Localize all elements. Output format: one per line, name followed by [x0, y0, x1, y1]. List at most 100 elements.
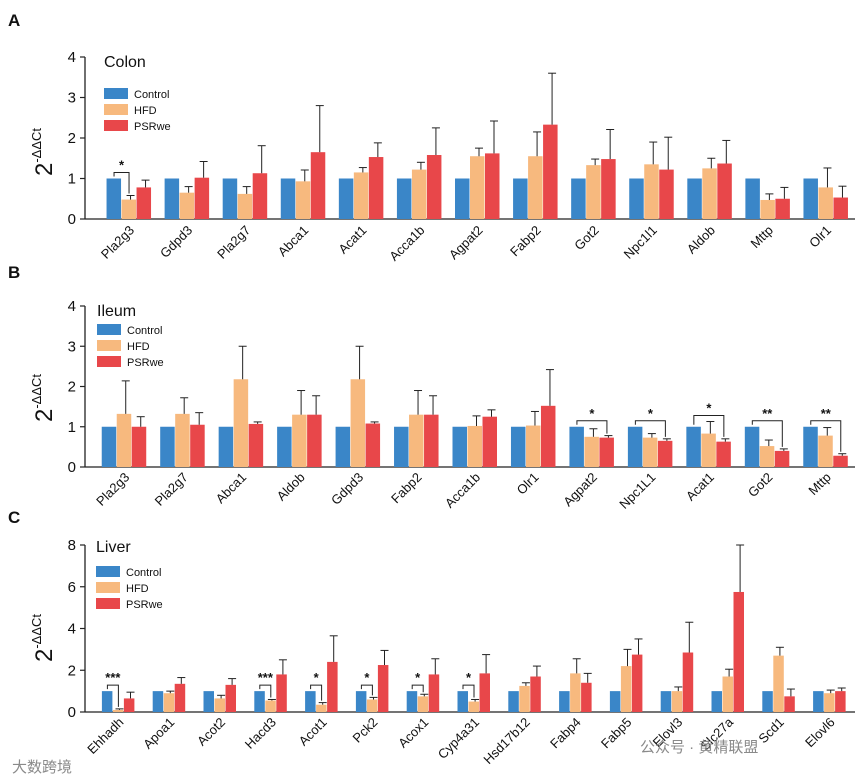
x-tick-label: Gdpd3	[157, 223, 195, 261]
x-tick-label: Fabp4	[547, 715, 584, 752]
y-label-base: 2	[31, 649, 58, 662]
legend-label: HFD	[126, 583, 149, 595]
legend-swatch	[96, 598, 120, 609]
bar	[327, 661, 338, 712]
bar	[218, 426, 234, 467]
x-tick-label: Npc1l1	[621, 223, 660, 262]
x-tick-label: Aldob	[684, 223, 718, 257]
significance-bracket	[259, 684, 272, 698]
bar	[136, 187, 152, 219]
bar	[101, 691, 113, 712]
bar	[305, 691, 316, 712]
bar	[601, 159, 616, 219]
significance-label: **	[762, 406, 773, 421]
x-tick-label: Pck2	[349, 715, 380, 746]
y-label-base: 2	[31, 409, 58, 422]
significance-bracket	[634, 420, 666, 437]
x-tick-label: Mttp	[748, 223, 776, 251]
y-tick-label: 1	[68, 419, 76, 436]
bar	[485, 153, 500, 219]
significance-bracket	[360, 684, 373, 696]
bar	[123, 698, 135, 712]
panel-title: Ileum	[97, 303, 136, 320]
bar	[818, 187, 833, 219]
bar	[733, 591, 744, 712]
significance-label: **	[821, 406, 832, 421]
panel-letter: C	[8, 508, 20, 527]
bar	[353, 172, 369, 219]
bar	[620, 666, 632, 712]
x-tick-label: Pla2g3	[98, 223, 137, 262]
bar	[307, 414, 322, 467]
significance-bracket	[310, 684, 323, 701]
legend-swatch	[97, 340, 121, 351]
watermark-right: 公众号 · 黄精联盟	[640, 739, 758, 756]
significance-label: *	[314, 670, 320, 685]
x-tick-label: Agpat2	[446, 223, 486, 263]
bar	[316, 704, 327, 712]
y-label-sup: -ΔΔCt	[29, 128, 44, 163]
bar	[468, 701, 479, 712]
bar	[175, 413, 190, 467]
bar	[482, 416, 497, 467]
bar	[813, 691, 824, 712]
bar	[411, 169, 427, 219]
x-tick-label: Acca1b	[442, 470, 483, 511]
bar	[292, 414, 307, 467]
bar	[394, 426, 409, 467]
x-tick-label: Scd1	[755, 715, 787, 747]
x-tick-label: Fabp2	[507, 223, 544, 260]
bar	[276, 674, 287, 712]
x-tick-label: Olr1	[806, 223, 834, 251]
bar	[428, 674, 440, 712]
bar	[179, 192, 195, 219]
bar	[701, 433, 716, 467]
y-axis-label: 2-ΔΔCt	[29, 374, 58, 422]
significance-label: *	[415, 670, 421, 685]
x-tick-label: Acot1	[296, 715, 330, 749]
y-tick-label: 2	[68, 379, 76, 396]
bar	[803, 178, 818, 219]
significance-label: *	[119, 158, 125, 173]
y-tick-label: 0	[68, 704, 76, 721]
bar	[508, 691, 519, 712]
x-tick-label: Fabp2	[388, 470, 425, 507]
x-tick-label: Acox1	[395, 715, 431, 751]
bar	[543, 124, 558, 219]
bar	[513, 178, 528, 219]
y-axis-label: 2-ΔΔCt	[29, 614, 58, 662]
legend-swatch	[97, 324, 121, 335]
bar	[686, 426, 701, 467]
x-tick-label: Pla2g7	[214, 223, 253, 262]
significance-bracket	[106, 684, 119, 707]
y-tick-label: 3	[68, 90, 76, 107]
bar	[760, 199, 775, 219]
y-tick-label: 6	[68, 579, 76, 596]
bar	[671, 691, 683, 712]
x-tick-label: Apoa1	[140, 715, 177, 752]
y-tick-label: 4	[68, 621, 76, 638]
bar	[152, 691, 164, 712]
x-tick-label: Pla2g3	[93, 470, 132, 509]
y-tick-label: 2	[68, 662, 76, 679]
significance-bracket	[411, 684, 424, 693]
y-tick-label: 0	[68, 211, 76, 228]
significance-bracket	[693, 415, 725, 437]
legend-swatch	[104, 120, 128, 131]
bar	[833, 197, 848, 219]
x-tick-label: Fabp5	[598, 715, 635, 752]
bar	[784, 696, 795, 712]
legend-label: HFD	[134, 105, 157, 117]
legend-label: Control	[134, 89, 169, 101]
bar	[160, 426, 175, 467]
x-tick-label: Cyp4a31	[435, 715, 482, 762]
significance-bracket	[113, 172, 130, 194]
y-axis-label: 2-ΔΔCt	[29, 128, 58, 176]
bar	[470, 156, 485, 219]
x-tick-label: Abca1	[275, 223, 312, 260]
bar	[711, 691, 722, 712]
watermark-left: 大数跨境	[12, 758, 72, 776]
y-label-sup: -ΔΔCt	[29, 614, 44, 649]
